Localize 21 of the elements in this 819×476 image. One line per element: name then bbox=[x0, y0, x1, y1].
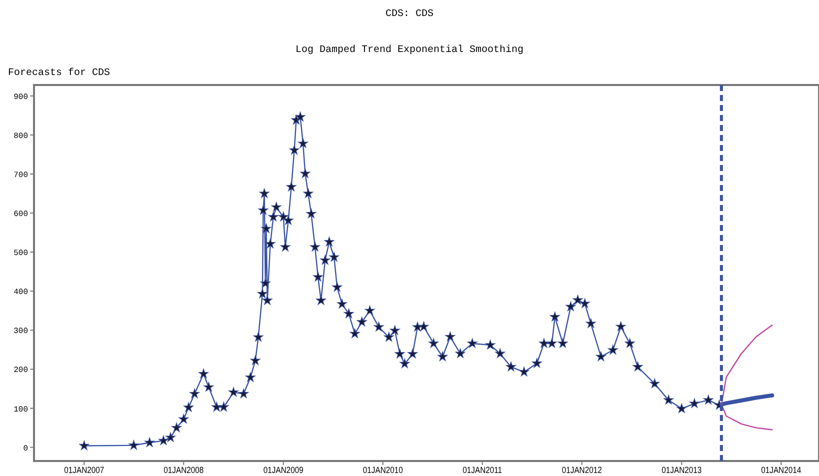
chart-title: CDS: CDS bbox=[385, 9, 434, 20]
x-tick-label: 01JAN2012 bbox=[562, 464, 602, 476]
y-axis-title: Forecasts for CDS bbox=[8, 67, 110, 79]
x-tick-label: 01JAN2007 bbox=[64, 464, 104, 476]
y-tick-label: 300 bbox=[14, 327, 28, 336]
y-tick-label: 500 bbox=[14, 249, 28, 258]
x-tick-label: 01JAN2013 bbox=[662, 464, 702, 476]
x-tick-label: 01JAN2011 bbox=[462, 464, 502, 476]
y-tick-label: 100 bbox=[14, 405, 28, 414]
y-tick-label: 200 bbox=[14, 366, 28, 376]
y-tick-label: 700 bbox=[14, 171, 28, 180]
chart-subtitle: Log Damped Trend Exponential Smoothing bbox=[295, 44, 524, 56]
x-tick-label: 01JAN2008 bbox=[164, 464, 204, 476]
x-tick-label: 01JAN2009 bbox=[263, 464, 304, 476]
y-tick-label: 800 bbox=[14, 132, 28, 141]
y-tick-label: 400 bbox=[14, 288, 28, 298]
y-tick-label: 900 bbox=[14, 92, 28, 102]
y-tick-label: 0 bbox=[23, 444, 28, 454]
x-tick-label: 01JAN2010 bbox=[362, 464, 404, 476]
x-tick-label: 01JAN2014 bbox=[761, 464, 802, 476]
y-tick-label: 600 bbox=[14, 210, 28, 220]
